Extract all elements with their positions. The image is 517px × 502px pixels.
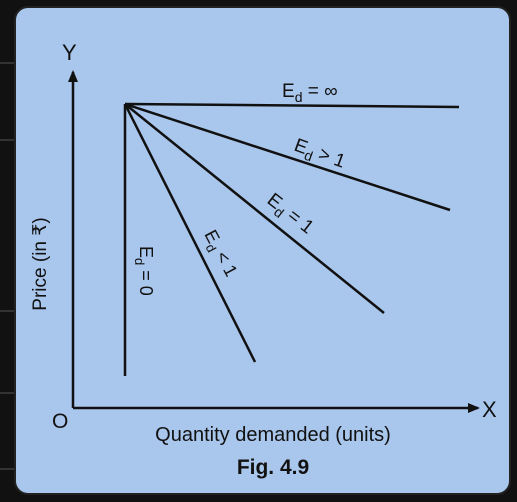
figure-panel (14, 6, 511, 495)
x-axis-letter: X (482, 397, 497, 422)
curve-relatively-inelastic (123, 103, 257, 363)
label-unitary-elastic: Ed = 1 (261, 189, 317, 240)
curve-perfectly-elastic (124, 102, 460, 109)
y-axis-letter: Y (62, 40, 77, 65)
label-perfectly-elastic: Ed = ∞ (282, 81, 338, 105)
margin-tick (0, 392, 14, 394)
label-relatively-elastic: Ed > 1 (290, 135, 348, 176)
origin-label: O (52, 410, 68, 433)
curve-relatively-elastic (124, 102, 451, 212)
x-axis-title: Quantity demanded (units) (155, 424, 391, 446)
margin-tick (0, 310, 14, 312)
figure-caption: Fig. 4.9 (237, 456, 309, 479)
y-axis-title: Price (in ₹) (30, 217, 51, 310)
label-perfectly-inelastic: Ed = 0 (132, 246, 156, 296)
label-relatively-inelastic: Ed < 1 (197, 226, 242, 281)
margin-tick (0, 62, 14, 64)
margin-tick (0, 139, 14, 141)
margin-tick (0, 468, 14, 470)
curve-unitary-elastic (124, 103, 385, 314)
